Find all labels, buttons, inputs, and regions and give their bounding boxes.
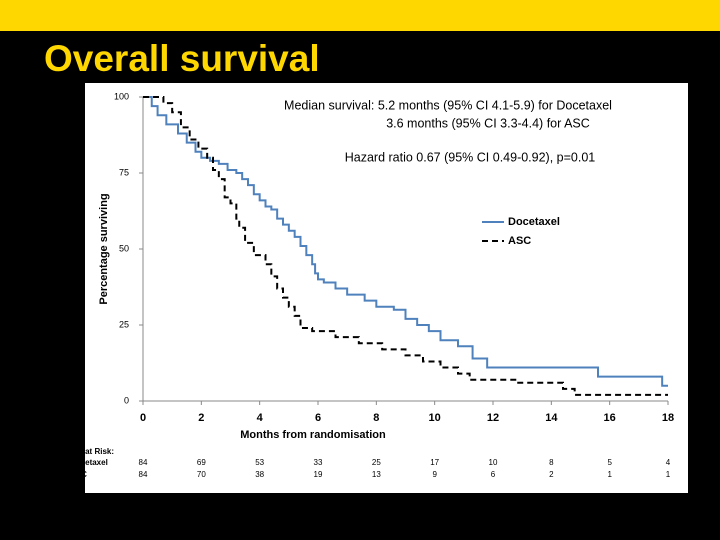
y-tick-label: 75 [119,167,129,177]
annotation: Median survival: 5.2 months (95% CI 4.1-… [284,98,612,112]
risk-count: 70 [197,470,206,479]
x-tick-label: 2 [198,412,204,424]
risk-count: 33 [314,458,323,467]
risk-count: 8 [549,458,554,467]
top-bar [0,0,720,31]
risk-count: 10 [489,458,498,467]
x-tick-label: 18 [662,412,674,424]
risk-count: 84 [139,458,148,467]
x-tick-label: 8 [373,412,379,424]
risk-count: 9 [432,470,437,479]
risk-count: 4 [666,458,671,467]
risk-count: 17 [430,458,439,467]
y-tick-label: 50 [119,243,129,253]
risk-table-title: No. at Risk: [70,447,114,456]
x-tick-label: 16 [604,412,616,424]
slide-title: Overall survival [44,38,320,79]
y-tick-label: 100 [114,91,129,101]
x-tick-label: 0 [140,412,146,424]
x-tick-label: 14 [545,412,558,424]
risk-count: 84 [139,470,148,479]
risk-count: 69 [197,458,206,467]
annotation: Hazard ratio 0.67 (95% CI 0.49-0.92), p=… [345,150,596,164]
risk-count: 2 [549,470,554,479]
legend-label: Docetaxel [508,216,560,228]
legend-label: ASC [508,235,531,247]
risk-count: 38 [255,470,264,479]
risk-count: 13 [372,470,381,479]
risk-count: 53 [255,458,264,467]
risk-row-name: ASC [70,470,87,479]
x-axis-label: Months from randomisation [240,429,386,441]
risk-count: 1 [666,470,671,479]
y-tick-label: 25 [119,319,129,329]
risk-count: 1 [607,470,612,479]
risk-count: 6 [491,470,496,479]
x-tick-label: 10 [429,412,441,424]
x-tick-label: 12 [487,412,499,424]
risk-count: 19 [314,470,323,479]
survival-curve [143,96,668,387]
y-axis-label: Percentage surviving [98,193,110,304]
risk-count: 5 [607,458,612,467]
annotation: 3.6 months (95% CI 3.3-4.4) for ASC [386,116,590,130]
y-tick-label: 0 [124,395,129,405]
risk-count: 25 [372,458,381,467]
chart-panel [85,83,688,493]
x-tick-label: 6 [315,412,321,424]
risk-row-name: Docetaxel [70,458,108,467]
x-tick-label: 4 [257,412,264,424]
